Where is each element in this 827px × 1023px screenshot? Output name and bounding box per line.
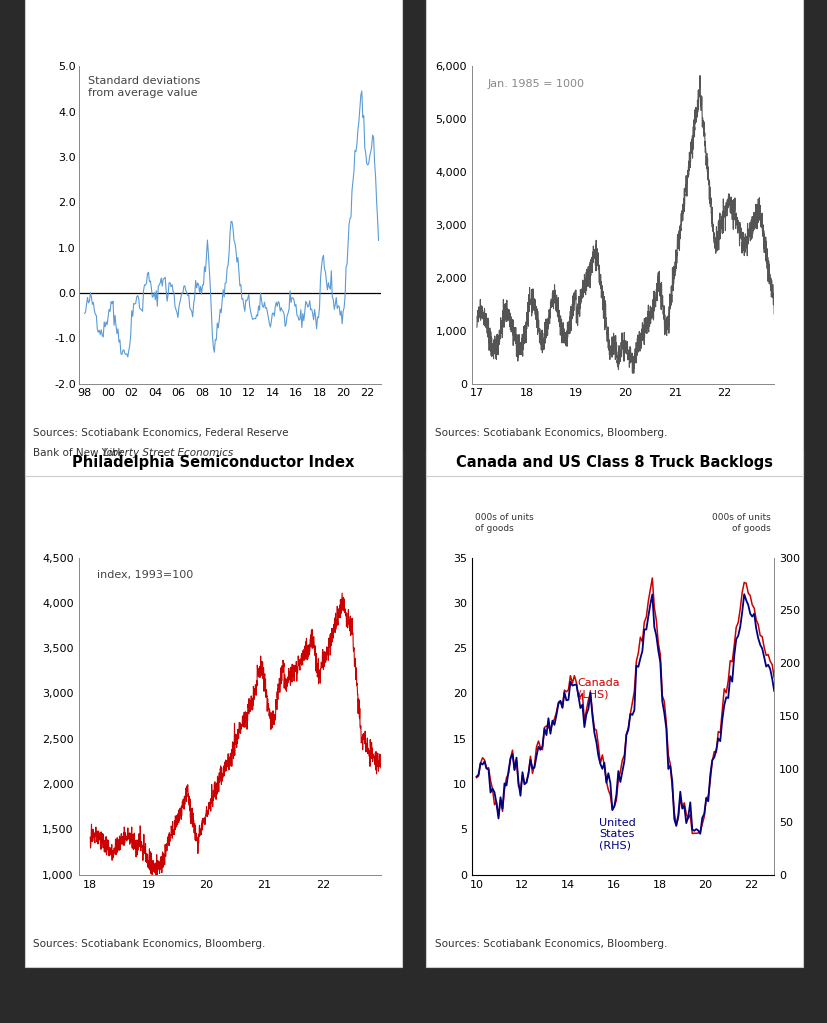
Text: United
States
(RHS): United States (RHS) bbox=[598, 817, 635, 851]
Text: Standard deviations
from average value: Standard deviations from average value bbox=[88, 76, 200, 97]
Text: Sources: Scotiabank Economics, Bloomberg.: Sources: Scotiabank Economics, Bloomberg… bbox=[434, 939, 667, 949]
Text: Jan. 1985 = 1000: Jan. 1985 = 1000 bbox=[486, 79, 583, 89]
Text: index, 1993=100: index, 1993=100 bbox=[97, 570, 193, 580]
Text: Liberty Street Economics: Liberty Street Economics bbox=[103, 448, 233, 458]
Text: Sources: Scotiabank Economics, Federal Reserve: Sources: Scotiabank Economics, Federal R… bbox=[33, 428, 289, 438]
Text: Philadelphia Semiconductor Index: Philadelphia Semiconductor Index bbox=[72, 455, 354, 471]
Text: .: . bbox=[171, 448, 174, 458]
Text: Canada
(LHS): Canada (LHS) bbox=[577, 678, 619, 700]
Text: 000s of units
of goods: 000s of units of goods bbox=[475, 514, 533, 533]
Text: Canada and US Class 8 Truck Backlogs: Canada and US Class 8 Truck Backlogs bbox=[456, 455, 772, 471]
Text: Sources: Scotiabank Economics, Bloomberg.: Sources: Scotiabank Economics, Bloomberg… bbox=[434, 428, 667, 438]
Text: Bank of New York: Bank of New York bbox=[33, 448, 127, 458]
Text: Sources: Scotiabank Economics, Bloomberg.: Sources: Scotiabank Economics, Bloomberg… bbox=[33, 939, 265, 949]
Text: 000s of units
of goods: 000s of units of goods bbox=[711, 514, 770, 533]
